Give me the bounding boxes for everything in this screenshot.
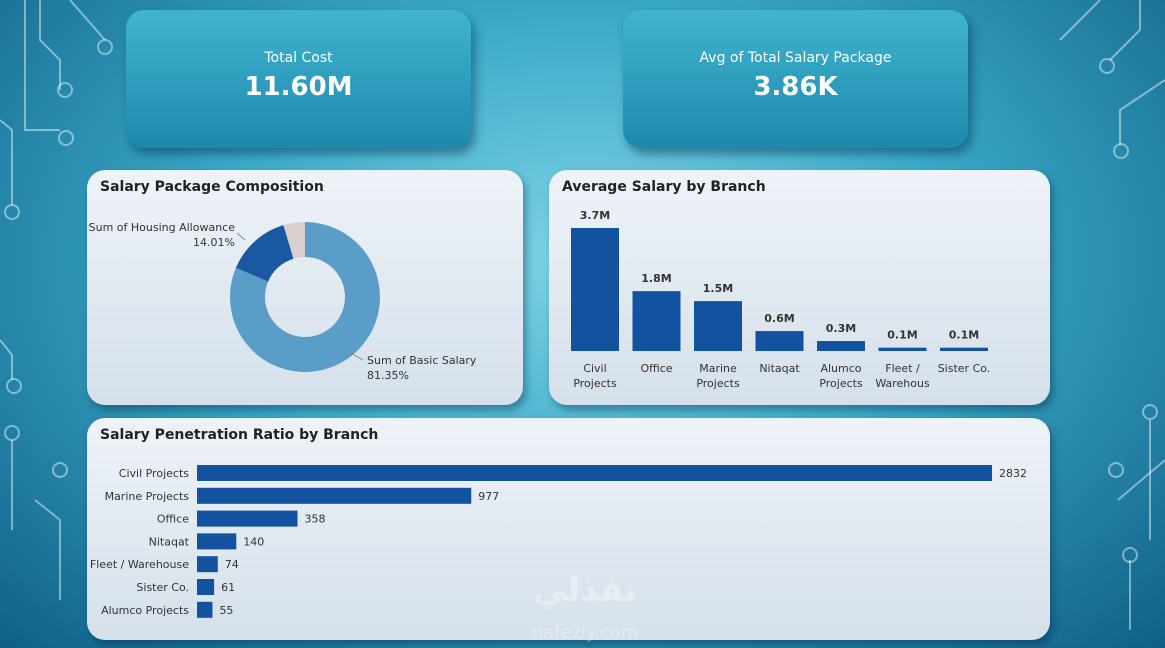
x-tick-label: Sister Co. (937, 362, 991, 375)
bar-value-label: 2832 (999, 467, 1027, 480)
kpi-value: 3.86K (753, 72, 838, 102)
chart-title: Salary Penetration Ratio by Branch (100, 427, 379, 443)
x-tick-label: Fleet / Warehous (875, 362, 930, 390)
donut-slice (229, 222, 380, 372)
x-tick-label: Nitaqat (759, 362, 800, 375)
bar (571, 228, 619, 351)
bar-value-label: 55 (219, 604, 233, 617)
kpi-label: Total Cost (264, 50, 333, 66)
x-tick-label: Alumco Projects (819, 362, 863, 390)
bar-value-label: 1.5M (703, 282, 733, 295)
kpi-card: Total Cost 11.60M (126, 10, 471, 148)
chart-title: Average Salary by Branch (562, 179, 766, 195)
bar (197, 601, 213, 618)
bar-value-label: 3.7M (580, 209, 610, 222)
kpi-label: Avg of Total Salary Package (699, 50, 892, 66)
kpi-card: Avg of Total Salary Package 3.86K (623, 10, 968, 148)
bar (197, 533, 237, 550)
bar (197, 556, 218, 573)
hbar-chart: Civil Projects 2832 Marine Projects 977 Offi… (90, 465, 1027, 618)
y-tick-label: Alumco Projects (101, 604, 189, 617)
bar-panel: Average Salary by Branch 3.7M 1.8M 1.5M 0.6… (549, 170, 1050, 405)
x-tick-label: Civil Projects (573, 362, 617, 390)
bar (197, 487, 472, 504)
bar (878, 347, 927, 351)
bar-value-label: 74 (225, 558, 239, 571)
slice-label: Sum of Basic Salary (367, 354, 477, 367)
bar-value-label: 140 (243, 535, 264, 548)
bar-value-label: 61 (221, 581, 235, 594)
bar-value-label: 1.8M (641, 272, 671, 285)
bar (817, 341, 865, 351)
bar (197, 465, 992, 481)
donut-chart: Sum of Housing Allowance 14.01% Sum of Bas… (89, 221, 477, 382)
bar-value-label: 358 (304, 513, 325, 526)
bar-value-label: 0.1M (949, 329, 979, 342)
slice-value-label: 14.01% (193, 236, 235, 249)
bar-value-label: 0.6M (764, 312, 794, 325)
leader-line (236, 232, 246, 241)
y-tick-label: Civil Projects (119, 467, 189, 480)
kpi-value: 11.60M (244, 72, 353, 102)
donut-slice (283, 222, 305, 259)
bar-value-label: 0.3M (826, 322, 856, 335)
bar-chart: 3.7M 1.8M 1.5M 0.6M 0.3M 0.1M 0.1M (571, 209, 988, 351)
y-tick-label: Sister Co. (136, 581, 189, 594)
y-tick-label: Marine Projects (105, 490, 190, 503)
bar (632, 291, 681, 351)
bar (940, 347, 988, 351)
hbar-panel: Salary Penetration Ratio by Branch Civil… (87, 418, 1050, 640)
bar (694, 301, 742, 351)
bar (755, 331, 804, 351)
y-tick-label: Fleet / Warehouse (90, 558, 189, 571)
y-tick-label: Office (157, 513, 189, 526)
bar-value-label: 0.1M (887, 329, 917, 342)
watermark: nafezly.com (531, 622, 639, 643)
bar-value-label: 977 (478, 490, 499, 503)
slice-label: Sum of Housing Allowance (89, 221, 236, 234)
x-tick-label: Marine Projects (696, 362, 740, 390)
x-tick-label: Office (640, 362, 673, 375)
slice-value-label: 81.35% (367, 369, 409, 382)
donut-panel: Salary Package Composition Sum of Housin… (87, 170, 523, 405)
watermark: نفذلي (532, 570, 638, 610)
bar (197, 579, 215, 595)
y-tick-label: Nitaqat (149, 535, 190, 548)
bar (197, 510, 298, 527)
leader-line (348, 351, 364, 361)
donut-slice (235, 225, 294, 282)
chart-title: Salary Package Composition (100, 179, 324, 195)
